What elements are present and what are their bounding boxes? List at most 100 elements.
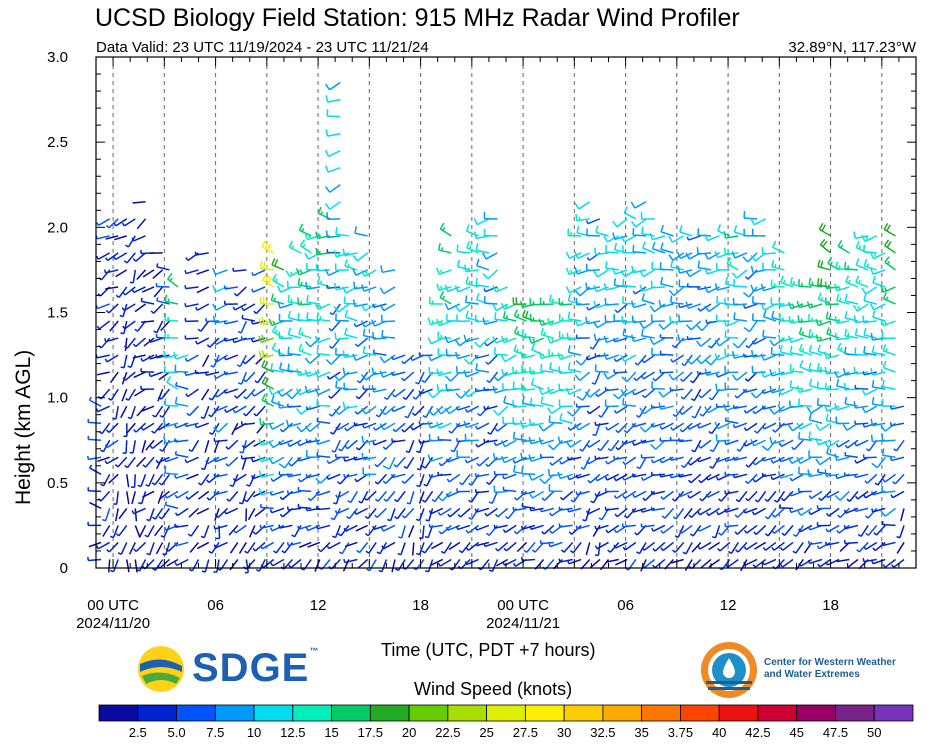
wind-barb [844, 261, 858, 271]
wind-barb [391, 473, 406, 479]
wind-barb [771, 524, 785, 534]
wind-barb [436, 318, 452, 327]
wind-barb [398, 525, 406, 539]
wind-barb [884, 256, 896, 271]
wind-barb [109, 525, 119, 539]
x-tick-label: 18 [412, 597, 429, 614]
wind-barb [816, 541, 831, 550]
wind-barb [372, 349, 387, 356]
wind-barb [130, 474, 137, 489]
wind-barb [566, 507, 582, 513]
wind-barb [575, 213, 590, 222]
wind-barb [807, 540, 823, 546]
wind-barb [630, 334, 647, 343]
wind-barb [652, 371, 666, 382]
wind-barb [622, 245, 636, 254]
wind-barb [678, 473, 693, 478]
wind-barb [632, 439, 647, 446]
wind-barb [698, 473, 712, 484]
wind-barb [818, 490, 832, 501]
wind-barb [777, 387, 794, 396]
wind-barb [760, 353, 777, 361]
colorbar-swatch [796, 704, 836, 722]
wind-barb [133, 371, 146, 379]
wind-barb [464, 456, 479, 464]
wind-barb [272, 273, 285, 288]
wind-barb [605, 524, 620, 534]
wind-barb [742, 286, 758, 298]
wind-barb [212, 315, 228, 324]
wind-barb [258, 438, 274, 447]
wind-barb [640, 454, 655, 459]
wind-barb [225, 439, 239, 450]
wind-barb [228, 524, 239, 536]
wind-barb [863, 541, 878, 551]
wind-barb [574, 422, 591, 431]
wind-barb [594, 364, 609, 373]
wind-barb [212, 303, 228, 311]
wind-barb [148, 337, 163, 343]
wind-barb [297, 486, 312, 493]
wind-barb [208, 405, 220, 418]
wind-barb [900, 508, 905, 522]
wind-barb [558, 523, 573, 528]
wind-barb [328, 405, 341, 417]
wind-barb [356, 541, 369, 554]
wind-barb [287, 363, 302, 373]
wind-barb [632, 388, 647, 396]
wind-barb [287, 439, 302, 448]
wind-barb [632, 244, 647, 254]
wind-barb [871, 345, 886, 356]
colorbar-label: 35 [634, 725, 648, 740]
wind-barb [752, 405, 767, 415]
wind-barb [612, 218, 628, 228]
colorbar-label: 30 [557, 725, 571, 740]
wind-barb [258, 317, 274, 326]
wind-barb [122, 371, 136, 381]
wind-barb [762, 329, 776, 339]
wind-barb [259, 417, 274, 426]
water-drop-icon [723, 658, 735, 678]
wind-barb [806, 405, 823, 414]
wind-barb [325, 354, 341, 365]
wind-barb [468, 507, 480, 520]
wind-barb [744, 269, 758, 280]
wind-barb [270, 395, 285, 407]
wind-barb [825, 558, 840, 566]
wind-barb [387, 508, 396, 522]
wind-barb [695, 337, 712, 347]
wind-barb [715, 263, 730, 271]
wind-barb [411, 405, 425, 417]
wind-barb [354, 337, 369, 348]
wind-barb [304, 232, 321, 241]
y-tick-label: 2.5 [47, 134, 68, 151]
colorbar-swatch [602, 704, 643, 722]
wind-barb [360, 284, 377, 292]
wind-barb [565, 251, 582, 260]
wind-barb [743, 524, 758, 534]
wind-barb [464, 433, 479, 442]
wind-barb [688, 507, 702, 518]
wind-barb [641, 541, 656, 551]
wind-barb [615, 439, 628, 451]
wind-barb [781, 524, 794, 536]
wind-barb [715, 314, 730, 323]
wind-barb [355, 524, 368, 532]
wind-barb [391, 371, 406, 377]
wind-barb [444, 335, 461, 344]
wind-barb [548, 349, 563, 357]
wind-barb [697, 541, 712, 550]
wind-barb [557, 471, 573, 480]
wind-barb [761, 388, 777, 395]
wind-barb [328, 320, 341, 332]
wind-barb [109, 320, 119, 332]
wind-barb [777, 471, 794, 479]
colorbar-swatch [873, 704, 914, 722]
wind-barb [882, 473, 896, 483]
wind-barb [565, 439, 582, 448]
wind-barb [374, 490, 387, 502]
wind-barb [528, 418, 544, 427]
wind-barb [436, 490, 452, 502]
wind-barb [668, 286, 685, 297]
wind-barb [445, 524, 461, 531]
